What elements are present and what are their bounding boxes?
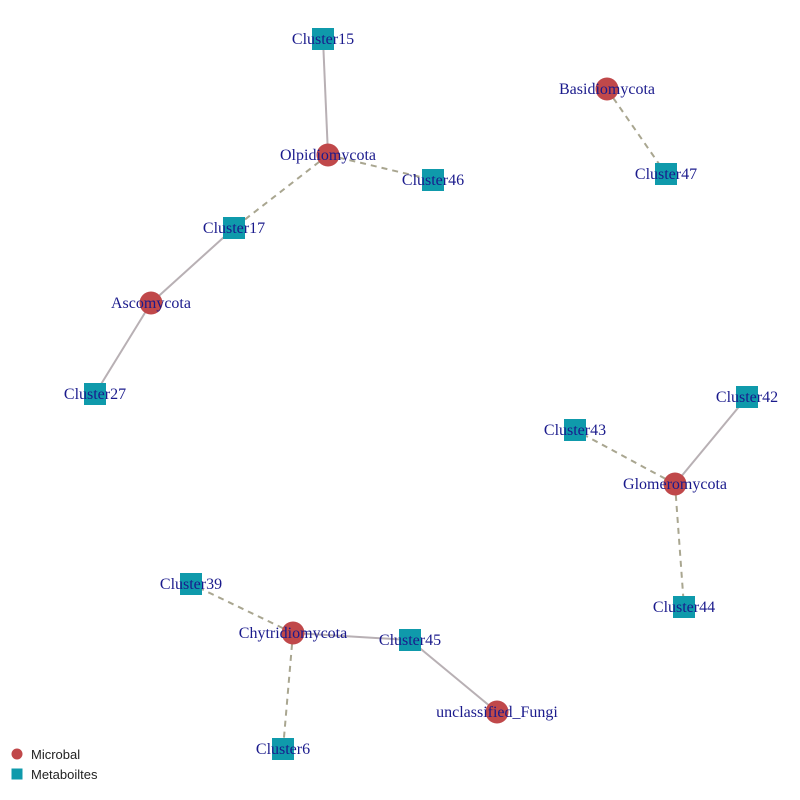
- node-label-Cluster15: Cluster15: [292, 31, 354, 48]
- node-label-Ascomycota: Ascomycota: [111, 295, 191, 312]
- node-label-Cluster6: Cluster6: [256, 741, 310, 758]
- node-Cluster43: [564, 419, 586, 441]
- node-label-Chytridiomycota: Chytridiomycota: [239, 625, 347, 642]
- node-label-Cluster43: Cluster43: [544, 422, 606, 439]
- node-label-unclassified_Fungi: unclassified_Fungi: [436, 704, 558, 721]
- edge-Glomeromycota-Cluster44: [674, 483, 685, 608]
- node-Cluster42: [736, 386, 758, 408]
- node-label-Basidiomycota: Basidiomycota: [559, 81, 655, 98]
- node-label-Cluster44: Cluster44: [653, 599, 715, 616]
- node-Olpidiomycota: [316, 143, 340, 167]
- node-label-Cluster46: Cluster46: [402, 172, 464, 189]
- node-Cluster47: [655, 163, 677, 185]
- edge-Ascomycota-Cluster27: [94, 302, 152, 395]
- node-Basidiomycota: [595, 77, 619, 101]
- node-label-Cluster27: Cluster27: [64, 386, 126, 403]
- node-Cluster6: [272, 738, 294, 760]
- edge-Basidiomycota-Cluster47: [606, 88, 667, 175]
- edge-Chytridiomycota-Cluster6: [282, 632, 294, 750]
- node-label-Cluster45: Cluster45: [379, 632, 441, 649]
- node-Cluster44: [673, 596, 695, 618]
- node-Cluster39: [180, 573, 202, 595]
- node-Ascomycota: [139, 291, 163, 315]
- node-Cluster45: [399, 629, 421, 651]
- node-Cluster17: [223, 217, 245, 239]
- node-label-Cluster47: Cluster47: [635, 166, 697, 183]
- node-unclassified_Fungi: [485, 700, 509, 724]
- node-label-Cluster17: Cluster17: [203, 220, 265, 237]
- legend-metabolite-label: Metaboiltes: [31, 767, 98, 782]
- node-label-Glomeromycota: Glomeromycota: [623, 476, 727, 493]
- node-Cluster27: [84, 383, 106, 405]
- edge-Cluster17-Ascomycota: [150, 227, 235, 304]
- edges-layer: [94, 38, 748, 750]
- node-Cluster46: [422, 169, 444, 191]
- node-Cluster15: [312, 28, 334, 50]
- labels-layer: Cluster15 Olpidiomycota Cluster46 Cluster17…: [64, 31, 778, 758]
- legend-microbial-label: Microbal: [31, 747, 80, 762]
- legend-metabolite-marker: [11, 768, 23, 780]
- node-label-Cluster39: Cluster39: [160, 576, 222, 593]
- edge-Olpidiomycota-Cluster17: [233, 154, 329, 229]
- edge-Glomeromycota-Cluster43: [574, 429, 676, 485]
- legend: Microbal Metaboiltes: [11, 747, 98, 782]
- node-label-Olpidiomycota: Olpidiomycota: [280, 147, 376, 164]
- edge-Chytridiomycota-Cluster39: [190, 583, 294, 634]
- edge-Chytridiomycota-Cluster45: [292, 632, 411, 641]
- edge-Olpidiomycota-Cluster46: [327, 154, 434, 181]
- legend-microbial-marker: [11, 748, 23, 760]
- edge-Cluster45-unclassified_Fungi: [409, 639, 498, 713]
- edge-Glomeromycota-Cluster42: [674, 396, 748, 485]
- node-label-Cluster42: Cluster42: [716, 389, 778, 406]
- nodes-layer: [84, 28, 758, 760]
- node-Glomeromycota: [663, 472, 687, 496]
- edge-Cluster15-Olpidiomycota: [322, 38, 329, 156]
- node-Chytridiomycota: [281, 621, 305, 645]
